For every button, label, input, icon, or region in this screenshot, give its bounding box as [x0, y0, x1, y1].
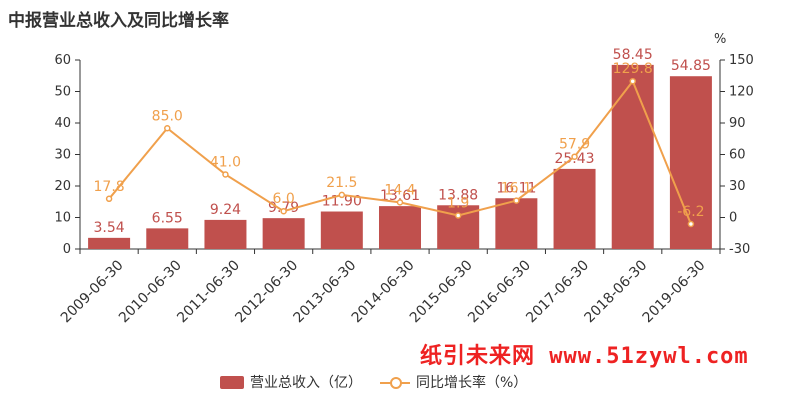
chart-title: 中报营业总收入及同比增长率	[8, 11, 229, 31]
legend-item-growth[interactable]: 同比增长率（%）	[380, 372, 527, 392]
line-value-label: 57.9	[559, 137, 590, 153]
bar	[553, 168, 596, 249]
line-value-label: -6.2	[677, 204, 704, 220]
line-point	[222, 171, 229, 178]
bar-value-label: 9.24	[210, 202, 241, 218]
line-value-label: 6.0	[273, 191, 295, 207]
line-value-label: 21.5	[326, 175, 357, 191]
right-tick-label: 120	[729, 85, 754, 100]
line-series	[105, 77, 695, 228]
bar	[379, 206, 421, 249]
right-tick-label: 150	[729, 53, 754, 68]
bar	[204, 219, 247, 249]
left-tick-label: 0	[63, 242, 71, 257]
line-labels: 17.8 85.0 41.0 6.0 21.5 14.4 1.9 16.1 57.9 129.8 -…	[94, 61, 705, 220]
bar	[146, 228, 189, 249]
line-value-label: 85.0	[152, 108, 183, 124]
right-tick-label: 90	[729, 116, 746, 131]
left-tick-label: 30	[54, 148, 71, 163]
legend: 营业总收入（亿） 同比增长率（%）	[220, 372, 545, 392]
left-tick-label: 20	[54, 179, 71, 194]
line-value-label: 1.9	[447, 196, 469, 212]
right-tick-label: 0	[729, 211, 737, 226]
line-point	[338, 191, 346, 199]
legend-line-swatch	[380, 376, 410, 389]
line-value-label: 14.4	[384, 182, 415, 198]
right-tick-label: 30	[729, 179, 746, 194]
left-tick-label: 50	[54, 85, 71, 100]
line-point	[164, 125, 171, 132]
left-tick-label: 40	[54, 116, 71, 131]
bar-value-label: 54.85	[671, 58, 711, 74]
legend-bar-swatch	[220, 375, 244, 389]
bar-value-label: 6.55	[152, 210, 183, 226]
right-tick-label: 60	[729, 148, 746, 163]
line-point	[280, 207, 287, 215]
x-tick-label: 2019-06-30	[640, 257, 709, 326]
bar	[262, 218, 305, 249]
bar	[320, 211, 363, 249]
line-point	[687, 220, 695, 228]
x-tick-labels: 2009-06-302010-06-302011-06-302012-06-30…	[58, 257, 709, 326]
right-axis-unit: %	[714, 32, 726, 47]
line-point	[396, 199, 404, 206]
bar-value-label: 3.54	[94, 220, 125, 236]
legend-label-revenue: 营业总收入（亿）	[250, 375, 362, 391]
line-point	[513, 197, 520, 204]
legend-item-revenue[interactable]: 营业总收入（亿）	[220, 372, 362, 392]
watermark: 纸引未来网 www.51zywl.com	[420, 344, 749, 369]
bar-value-label: 13.88	[438, 187, 478, 203]
line-point	[571, 153, 578, 160]
left-tick-label: 10	[54, 211, 71, 226]
line-value-label: 129.8	[613, 61, 653, 77]
bar	[495, 198, 538, 249]
bar-value-label: 58.45	[613, 47, 653, 63]
bar	[669, 76, 712, 249]
line-value-label: 17.8	[94, 179, 125, 195]
bar	[611, 64, 654, 249]
line-point	[629, 77, 636, 85]
left-tick-label: 60	[54, 53, 71, 68]
line-point	[105, 195, 113, 203]
line-value-label: 16.1	[501, 181, 532, 197]
line-point	[454, 212, 462, 219]
line-value-label: 41.0	[210, 154, 241, 170]
right-tick-label: -30	[729, 242, 750, 257]
bar	[88, 237, 131, 249]
legend-label-growth: 同比增长率（%）	[416, 375, 528, 391]
